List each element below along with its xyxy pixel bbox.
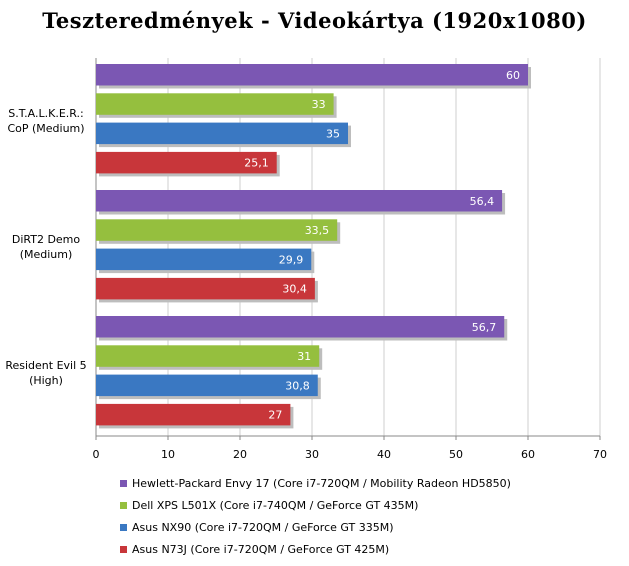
bar-value-label: 30,8 xyxy=(285,379,310,392)
bar-value-label: 29,9 xyxy=(279,253,304,266)
category-label: DiRT2 Demo (Medium) xyxy=(0,232,92,262)
legend-label: Asus NX90 (Core i7-720QM / GeForce GT 33… xyxy=(132,520,394,534)
x-tick-label: 70 xyxy=(593,448,607,461)
bar-value-label: 33,5 xyxy=(305,224,330,237)
category-label: Resident Evil 5 (High) xyxy=(0,358,92,388)
bar xyxy=(96,277,315,300)
bar-value-label: 35 xyxy=(326,127,340,140)
bar-value-label: 30,4 xyxy=(282,283,307,296)
x-tick-label: 60 xyxy=(521,448,535,461)
x-tick-label: 30 xyxy=(305,448,319,461)
legend-swatch xyxy=(120,501,127,509)
x-tick-label: 50 xyxy=(449,448,463,461)
category-label-line: (Medium) xyxy=(19,248,73,261)
legend-label: Asus N73J (Core i7-720QM / GeForce GT 42… xyxy=(132,542,390,556)
category-label-line: (High) xyxy=(29,374,63,387)
category-label-line: Resident Evil 5 xyxy=(5,359,87,372)
legend-item: Asus N73J (Core i7-720QM / GeForce GT 42… xyxy=(120,538,511,560)
x-tick-label: 10 xyxy=(161,448,175,461)
bar xyxy=(96,374,318,397)
legend-swatch xyxy=(120,479,127,487)
bar-value-label: 27 xyxy=(268,409,282,422)
legend-label: Hewlett-Packard Envy 17 (Core i7-720QM /… xyxy=(132,476,511,490)
x-tick-label: 20 xyxy=(233,448,247,461)
x-tick-label: 40 xyxy=(377,448,391,461)
bar xyxy=(96,219,338,241)
legend: Hewlett-Packard Envy 17 (Core i7-720QM /… xyxy=(120,472,511,560)
bar xyxy=(96,316,505,338)
bar-value-label: 56,7 xyxy=(472,321,497,334)
bar-value-label: 60 xyxy=(506,69,520,82)
legend-label: Dell XPS L501X (Core i7-740QM / GeForce … xyxy=(132,498,419,512)
bar-value-label: 33 xyxy=(312,98,326,111)
category-label-line: DiRT2 Demo xyxy=(11,233,81,246)
chart-title: Teszteredmények - Videokártya (1920x1080… xyxy=(42,8,587,33)
bar xyxy=(96,248,312,271)
bar-value-label: 31 xyxy=(297,350,311,363)
legend-item: Hewlett-Packard Envy 17 (Core i7-720QM /… xyxy=(120,472,511,494)
legend-swatch xyxy=(120,545,127,553)
bar-value-label: 56,4 xyxy=(470,195,495,208)
legend-swatch xyxy=(120,523,127,531)
bar xyxy=(96,93,334,115)
bar-value-label: 25,1 xyxy=(244,157,269,170)
bar xyxy=(96,403,291,426)
category-label-line: S.T.A.L.K.E.R.: xyxy=(8,107,84,120)
bar xyxy=(96,122,348,145)
category-label: S.T.A.L.K.E.R.: CoP (Medium) xyxy=(0,106,92,136)
bar xyxy=(96,345,320,367)
bar-chart: 0 10 20 30 40 50 60 70 60 33 35 25,1 56,4 33,5 29,9 30,… xyxy=(93,58,607,461)
x-tick-label: 0 xyxy=(93,448,100,461)
bar xyxy=(96,151,277,174)
bar xyxy=(96,190,503,212)
bar xyxy=(96,64,528,86)
category-label-line: CoP (Medium) xyxy=(7,122,85,135)
legend-item: Asus NX90 (Core i7-720QM / GeForce GT 33… xyxy=(120,516,511,538)
legend-item: Dell XPS L501X (Core i7-740QM / GeForce … xyxy=(120,494,511,516)
